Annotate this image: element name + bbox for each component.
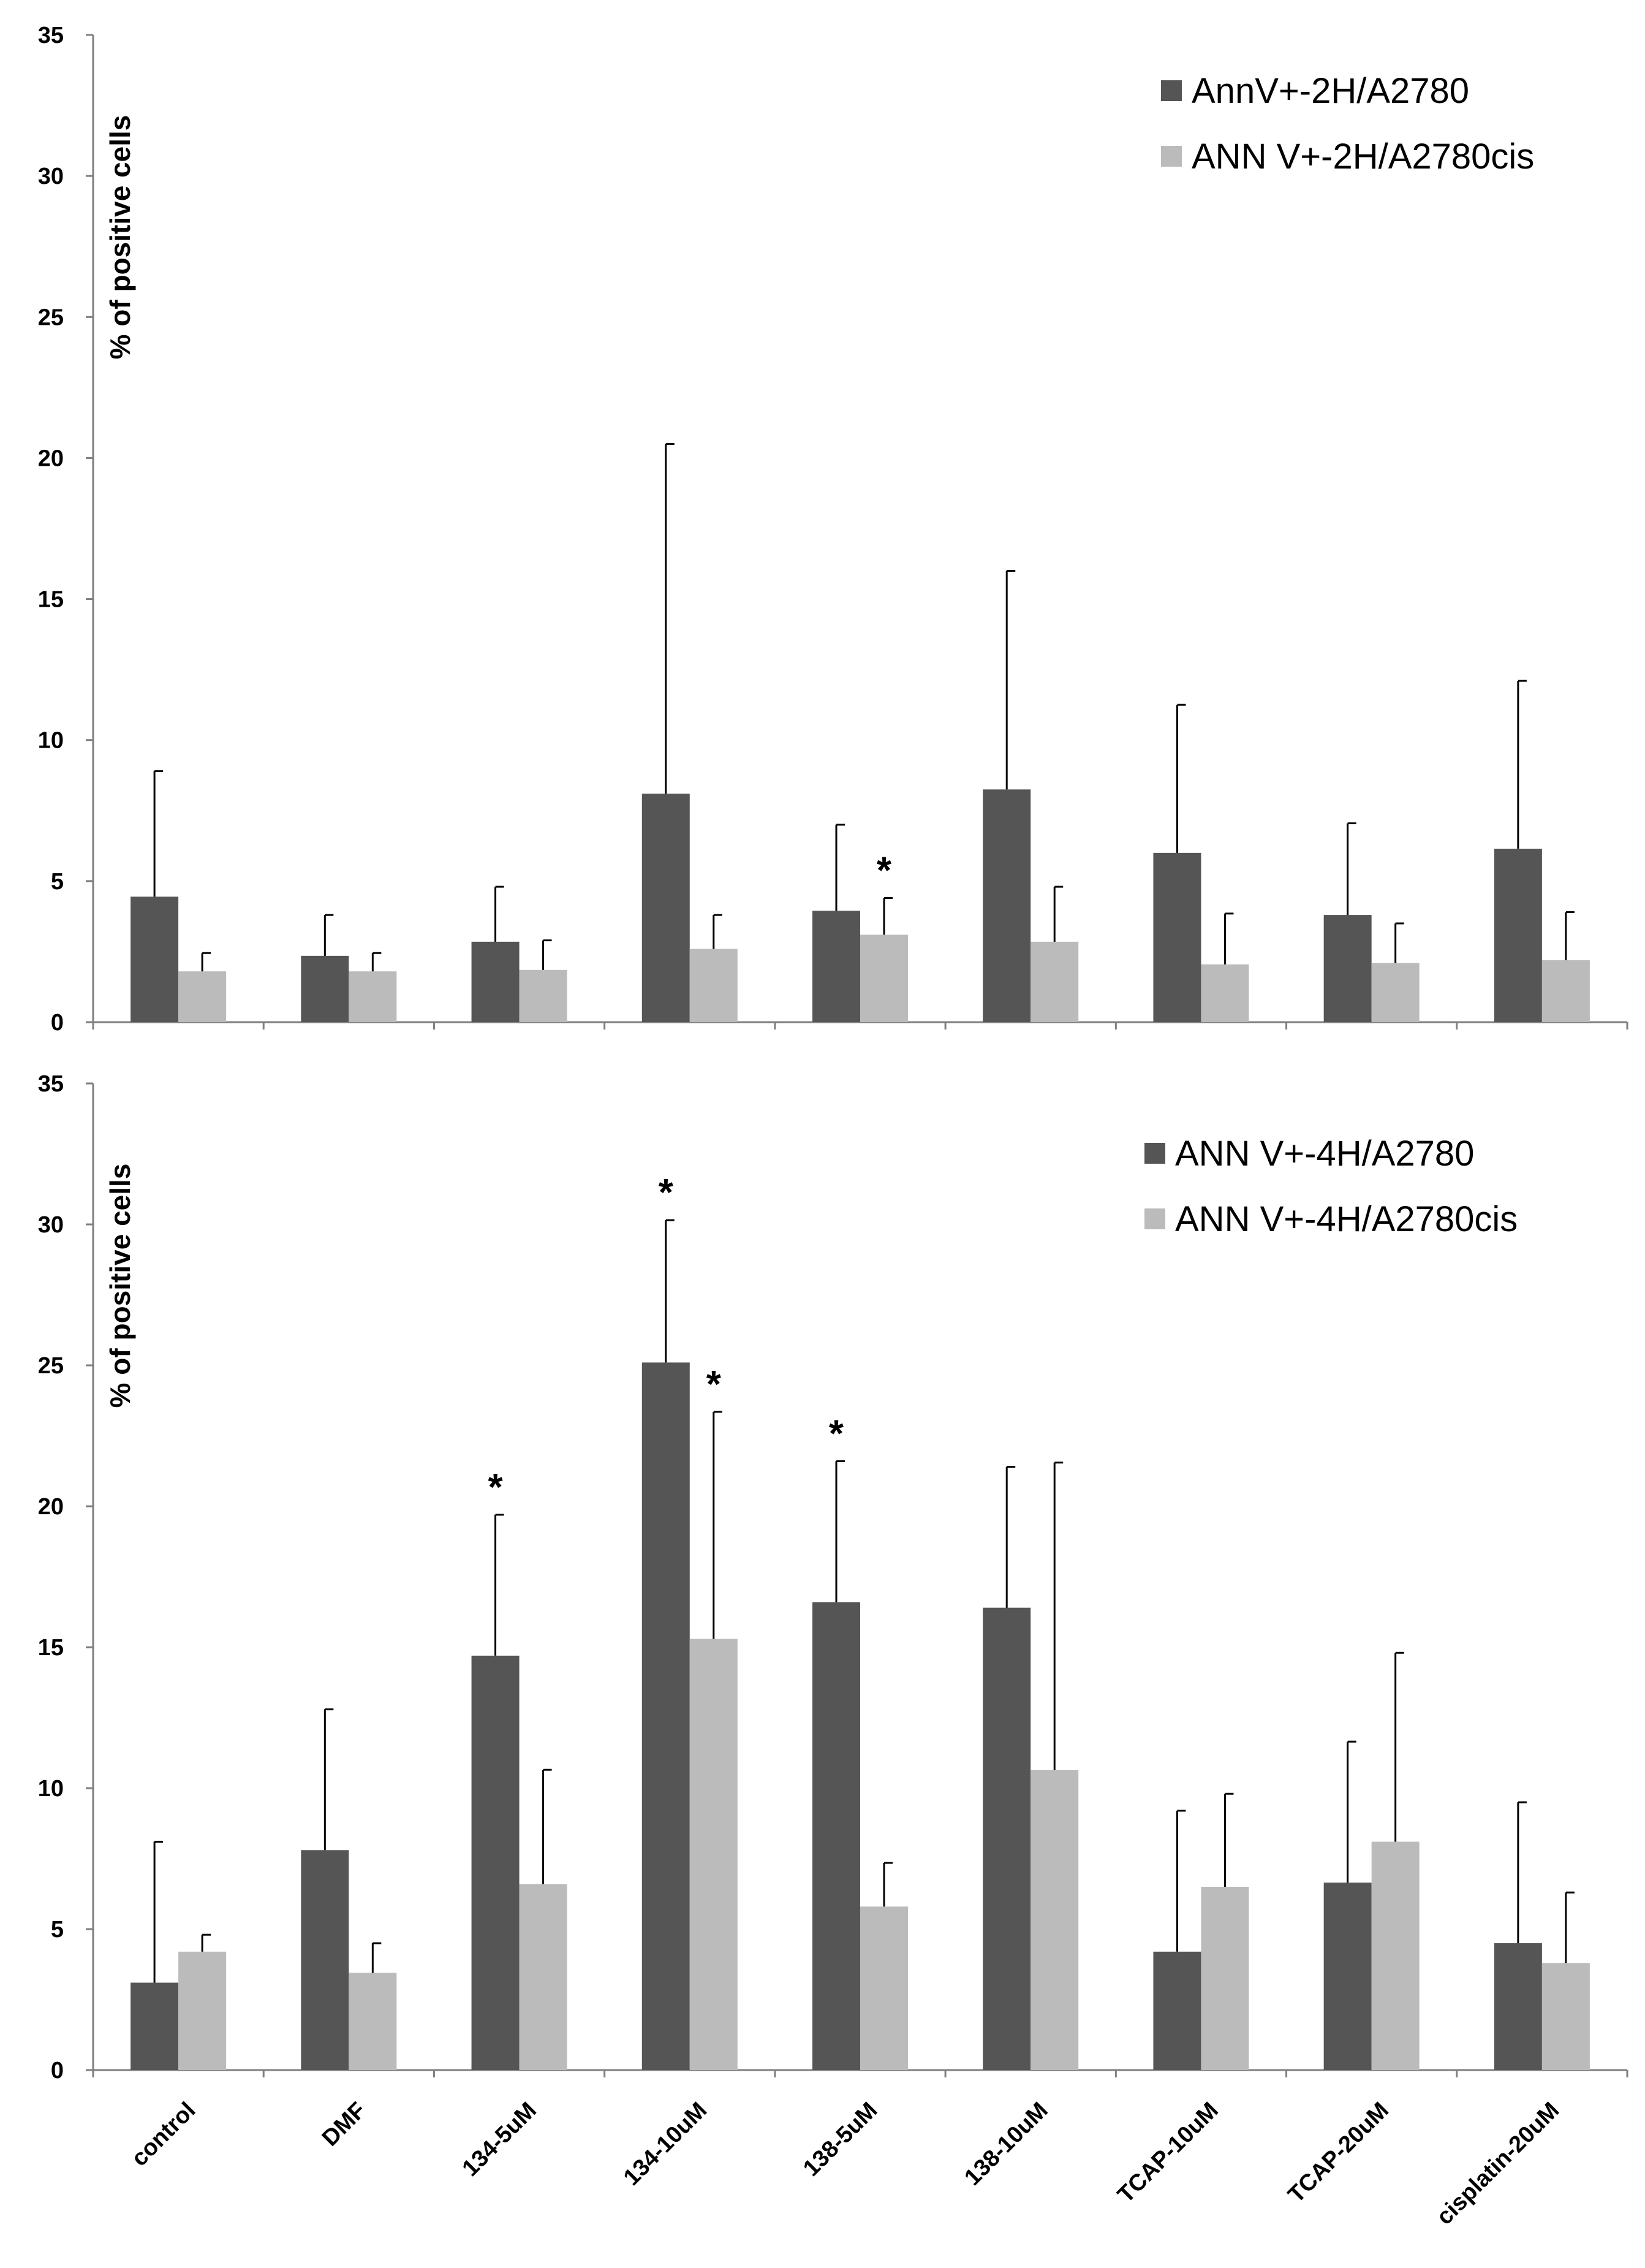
bar-dark-DMF	[301, 955, 349, 1022]
bar-dark-134-5uM	[471, 941, 520, 1022]
legend-swatch-dark	[1144, 1143, 1165, 1164]
bar-light-138-10uM	[1030, 1770, 1079, 2070]
significance-marker: *	[877, 849, 892, 892]
bar-dark-TCAP-10uM	[1153, 852, 1201, 1022]
y-tick-label: 25	[38, 1353, 64, 1379]
y-tick-label: 10	[38, 1776, 64, 1802]
y-axis-label: % of positive cells	[104, 1164, 136, 1408]
y-tick-label: 20	[38, 446, 64, 471]
bar-dark-138-10uM	[983, 1607, 1031, 2070]
y-tick-label: 5	[51, 869, 64, 895]
chart-panel-2h: 0 5 10 15 20 25 30 35 % of positive cells * AnnV+-…	[38, 23, 1628, 1036]
bar-dark-TCAP-20uM	[1323, 1883, 1372, 2070]
bar-dark-cisplatin-20uM	[1494, 1943, 1542, 2070]
bar-light-134-10uM	[689, 1639, 738, 2070]
bar-light-DMF	[349, 1973, 397, 2070]
y-tick-label: 25	[38, 305, 64, 330]
y-tick-label: 35	[38, 23, 64, 48]
y-tick-label: 10	[38, 728, 64, 754]
bar-light-control	[178, 1951, 227, 2070]
bar-light-138-5uM	[860, 1906, 908, 2070]
bar-dark-control	[130, 1982, 179, 2070]
significance-marker: *	[488, 1466, 503, 1509]
bar-light-control	[178, 971, 227, 1022]
bar-light-138-5uM	[860, 935, 908, 1022]
legend-label: ANN V+-2H/A2780cis	[1192, 137, 1534, 176]
bar-dark-control	[130, 897, 179, 1022]
bar-light-cisplatin-20uM	[1541, 960, 1590, 1022]
bar-light-134-5uM	[519, 1884, 567, 2070]
bar-light-cisplatin-20uM	[1541, 1963, 1590, 2070]
bar-dark-134-5uM	[471, 1655, 520, 2070]
bar-dark-138-5uM	[812, 911, 860, 1022]
y-tick-label: 30	[38, 164, 64, 189]
bar-dark-138-5uM	[812, 1602, 860, 2070]
bar-dark-138-10uM	[983, 789, 1031, 1022]
bar-dark-134-10uM	[641, 1362, 690, 2070]
bar-light-TCAP-20uM	[1371, 1841, 1420, 2070]
bar-light-DMF	[349, 971, 397, 1022]
bar-dark-TCAP-20uM	[1323, 915, 1372, 1022]
legend-swatch-dark	[1161, 80, 1182, 101]
y-tick-label: 35	[38, 1071, 64, 1097]
y-tick-label: 30	[38, 1212, 64, 1238]
y-tick-label: 5	[51, 1917, 64, 1943]
significance-marker: *	[706, 1363, 722, 1406]
legend-label: ANN V+-4H/A2780	[1175, 1134, 1474, 1174]
bar-light-134-5uM	[519, 969, 567, 1022]
y-tick-label: 20	[38, 1494, 64, 1520]
bar-dark-134-10uM	[641, 794, 690, 1022]
legend-label: AnnV+-2H/A2780	[1192, 71, 1469, 111]
bar-dark-cisplatin-20uM	[1494, 848, 1542, 1022]
y-axis-label: % of positive cells	[104, 115, 136, 360]
bar-light-134-10uM	[689, 949, 738, 1022]
significance-marker: *	[829, 1413, 844, 1455]
y-tick-label: 0	[51, 2058, 64, 2084]
y-tick-label: 15	[38, 1635, 64, 1661]
bar-light-TCAP-10uM	[1201, 964, 1249, 1022]
legend-swatch-light	[1161, 146, 1182, 167]
bar-light-TCAP-20uM	[1371, 963, 1420, 1022]
y-tick-label: 0	[51, 1010, 64, 1036]
bar-light-TCAP-10uM	[1201, 1887, 1249, 2070]
legend-label: ANN V+-4H/A2780cis	[1175, 1199, 1518, 1239]
y-tick-label: 15	[38, 587, 64, 613]
bar-dark-DMF	[301, 1850, 349, 2070]
bar-light-138-10uM	[1030, 941, 1079, 1022]
legend-swatch-light	[1144, 1208, 1165, 1229]
bar-dark-TCAP-10uM	[1153, 1951, 1201, 2070]
significance-marker: *	[659, 1172, 674, 1214]
